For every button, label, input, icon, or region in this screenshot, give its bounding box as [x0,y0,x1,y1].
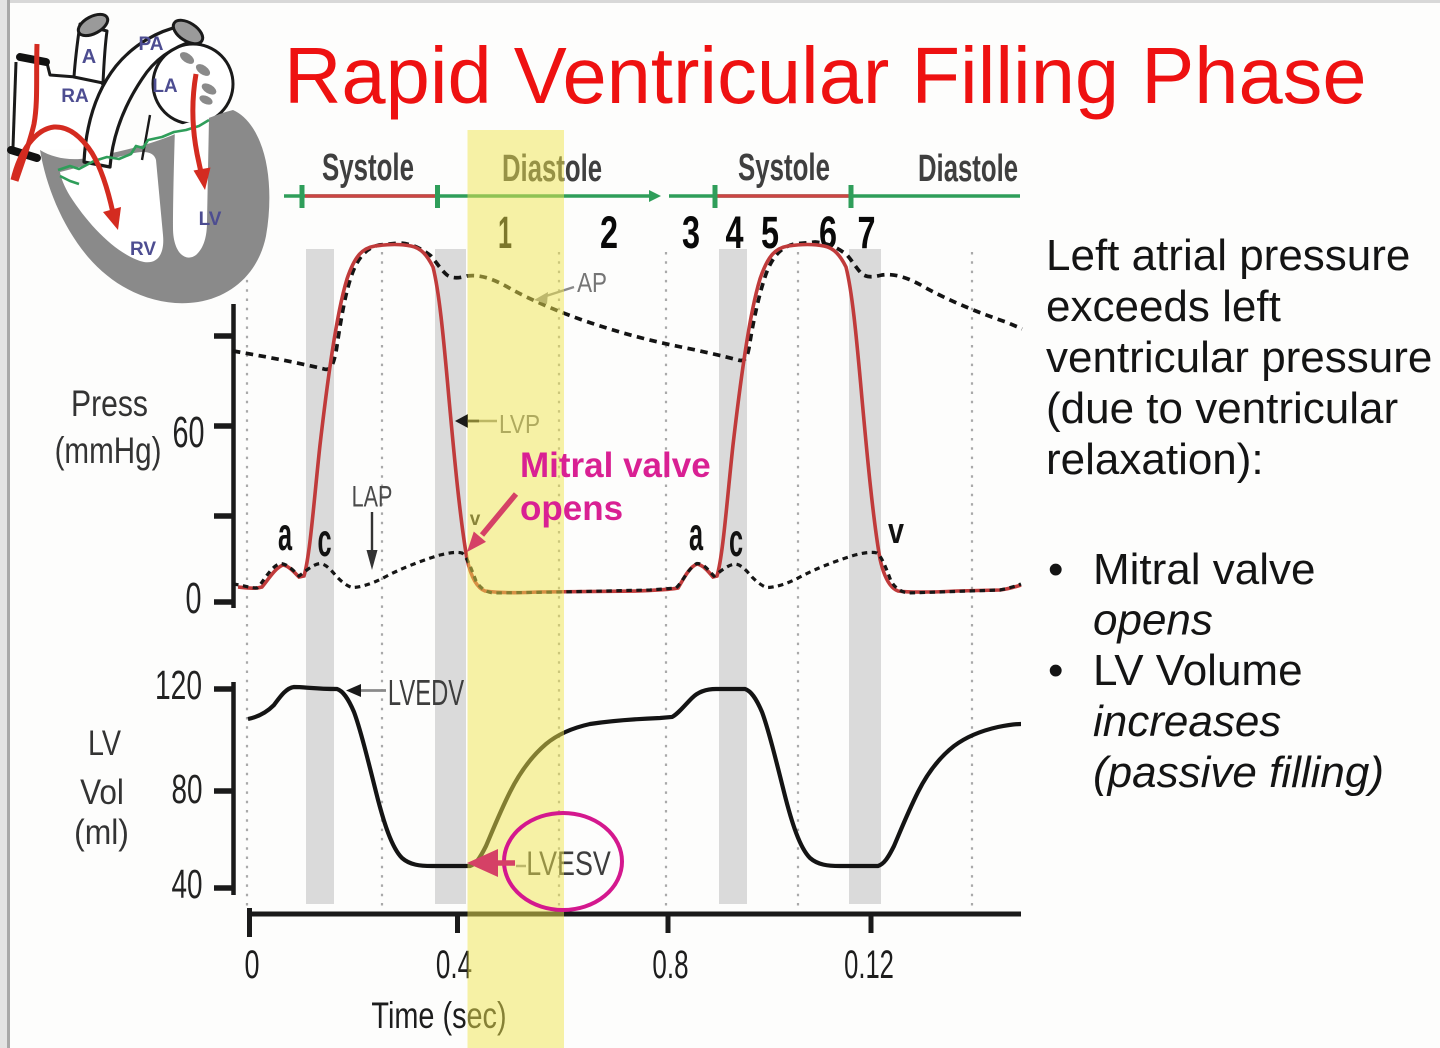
svg-text:relaxation):: relaxation): [1046,435,1264,484]
svg-text:RV: RV [130,239,156,260]
svg-text:c: c [317,514,331,566]
svg-text:LV Volume: LV Volume [1093,646,1303,695]
svg-text:80: 80 [171,767,202,813]
svg-text:(ml): (ml) [74,814,129,853]
svg-text:(passive filling): (passive filling) [1093,748,1384,797]
svg-text:0.8: 0.8 [652,942,688,987]
svg-text:Left atrial pressure: Left atrial pressure [1046,231,1410,280]
svg-text:RA: RA [61,86,89,107]
svg-text:increases: increases [1093,697,1281,746]
svg-text:Mitral valve: Mitral valve [520,446,711,485]
svg-text:ventricular pressure: ventricular pressure [1046,333,1432,382]
svg-text:60: 60 [173,407,205,457]
svg-text:5: 5 [761,209,779,258]
svg-text:(mmHg): (mmHg) [55,431,162,472]
svg-text:v: v [888,510,904,551]
svg-text:(due to ventricular: (due to ventricular [1046,384,1398,433]
svg-text:opens: opens [520,489,623,528]
svg-text:•: • [1048,646,1063,695]
svg-text:7: 7 [857,209,875,258]
svg-text:2: 2 [600,209,618,258]
svg-text:120: 120 [155,663,202,708]
svg-text:A: A [82,46,96,68]
svg-text:PA: PA [139,34,164,55]
svg-text:a: a [689,508,703,560]
svg-text:a: a [278,508,292,560]
svg-text:Press: Press [71,383,148,425]
svg-text:LV: LV [199,209,222,230]
svg-text:c: c [729,514,743,566]
svg-text:0.4: 0.4 [436,942,472,987]
svg-text:4: 4 [725,209,743,258]
svg-text:3: 3 [682,209,700,258]
svg-text:Diastole: Diastole [918,147,1018,189]
svg-text:40: 40 [171,862,202,908]
svg-text:AP: AP [577,268,607,299]
svg-text:LA: LA [152,76,178,97]
svg-text:opens: opens [1093,596,1213,645]
svg-text:Mitral valve: Mitral valve [1093,545,1316,594]
svg-text:LAP: LAP [352,479,393,513]
svg-text:LV: LV [88,723,122,762]
svg-text:0: 0 [186,573,202,623]
svg-text:exceeds left: exceeds left [1046,282,1281,331]
svg-text:LVEDV: LVEDV [388,673,465,713]
svg-text:Systole: Systole [738,146,830,188]
svg-text:•: • [1048,545,1063,594]
svg-text:0: 0 [244,943,259,988]
svg-text:0.12: 0.12 [844,943,894,987]
svg-text:Rapid Ventricular Filling Phas: Rapid Ventricular Filling Phase [284,31,1367,120]
svg-text:Vol: Vol [80,774,124,813]
svg-text:Systole: Systole [322,146,414,188]
